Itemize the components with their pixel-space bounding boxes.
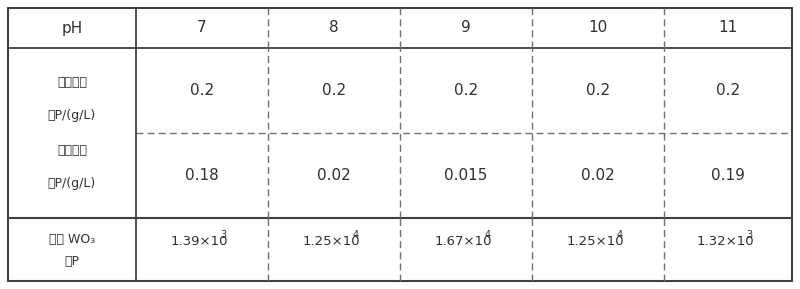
Text: 0.2: 0.2 [586, 83, 610, 98]
Text: 3: 3 [746, 231, 753, 240]
Text: 1.25×10: 1.25×10 [302, 235, 360, 248]
Text: 9: 9 [461, 21, 471, 36]
Text: 0.18: 0.18 [185, 168, 219, 183]
Text: 0.015: 0.015 [444, 168, 488, 183]
Text: 0.2: 0.2 [190, 83, 214, 98]
Text: 最终 WO₃: 最终 WO₃ [49, 233, 95, 246]
Text: 7: 7 [197, 21, 207, 36]
Text: 初始磷浓: 初始磷浓 [57, 75, 87, 88]
Text: 4: 4 [485, 231, 490, 240]
Text: 剩余磷浓: 剩余磷浓 [57, 144, 87, 157]
Text: 1.67×10: 1.67×10 [434, 235, 492, 248]
Text: 0.2: 0.2 [454, 83, 478, 98]
Text: 度P/(g/L): 度P/(g/L) [48, 177, 96, 190]
Text: 4: 4 [353, 231, 358, 240]
Text: 4: 4 [617, 231, 622, 240]
Text: 0.02: 0.02 [317, 168, 351, 183]
Text: 度P/(g/L): 度P/(g/L) [48, 110, 96, 123]
Text: 1.32×10: 1.32×10 [696, 235, 754, 248]
Text: 0.2: 0.2 [716, 83, 740, 98]
Text: 0.02: 0.02 [581, 168, 615, 183]
Text: pH: pH [62, 21, 82, 36]
Text: 0.19: 0.19 [711, 168, 745, 183]
Text: 0.2: 0.2 [322, 83, 346, 98]
Text: 3: 3 [221, 231, 226, 240]
Text: 10: 10 [588, 21, 608, 36]
Text: 1.25×10: 1.25×10 [566, 235, 624, 248]
Text: 8: 8 [329, 21, 339, 36]
Text: 1.39×10: 1.39×10 [170, 235, 228, 248]
Text: 11: 11 [718, 21, 738, 36]
Text: ：P: ：P [65, 255, 79, 268]
